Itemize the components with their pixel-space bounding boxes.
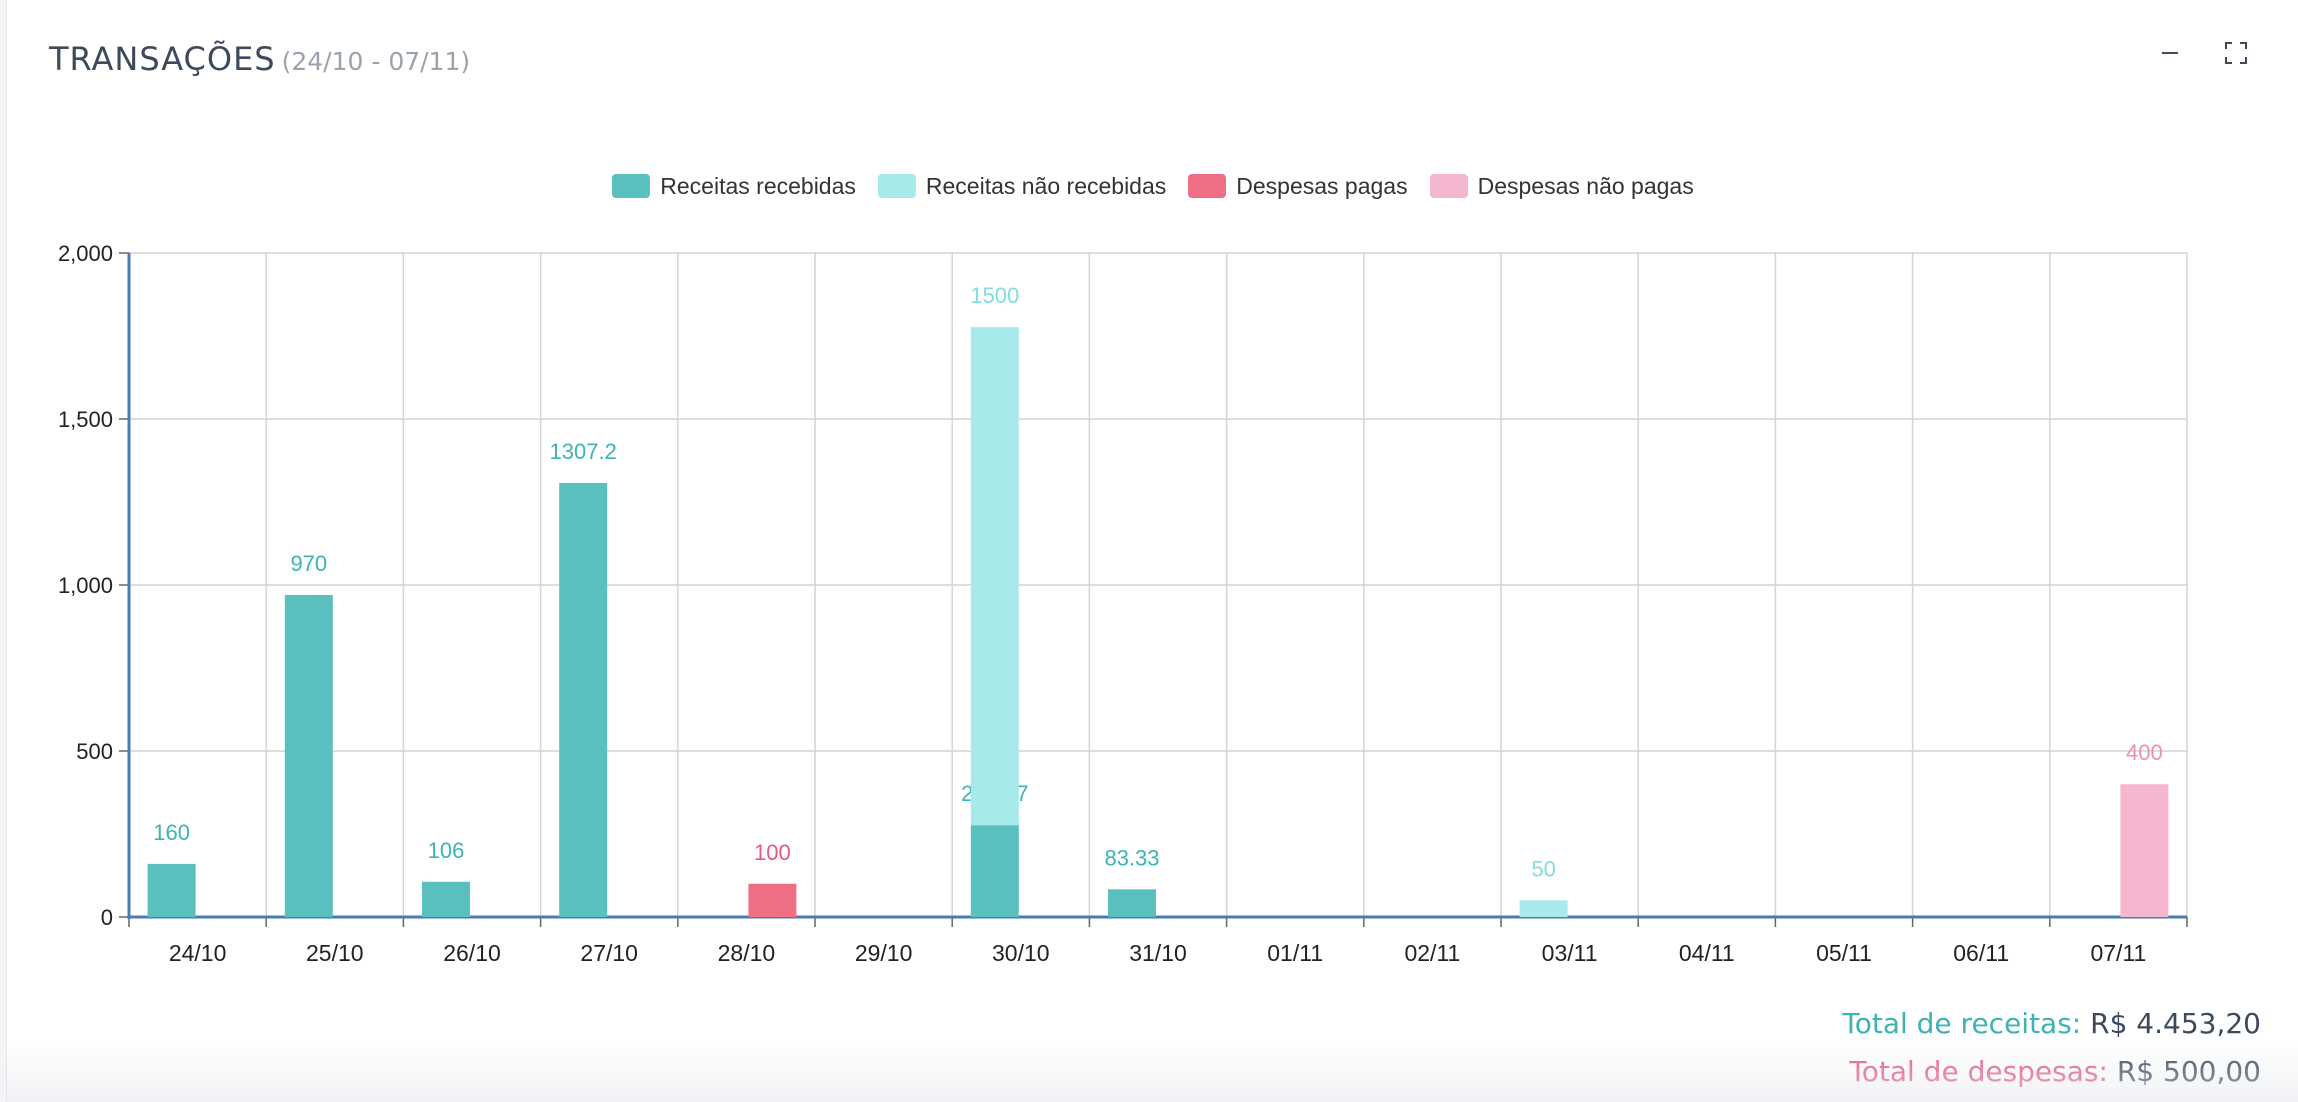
bar-receitas-7 (1108, 889, 1156, 917)
x-tick-label: 29/10 (855, 940, 913, 966)
bar-receitas-2 (422, 881, 470, 917)
date-range: (24/10 - 07/11) (281, 47, 471, 76)
x-tick-label: 02/11 (1404, 940, 1460, 966)
bar-receitas-10 (1519, 900, 1568, 917)
bar-receitas-3 (559, 483, 608, 917)
data-label: 160 (153, 820, 190, 845)
x-tick-label: 26/10 (443, 940, 501, 966)
legend-swatch (877, 174, 916, 198)
card-title-text: TRANSAÇÕES (49, 40, 276, 78)
legend-label: Despesas pagas (1236, 172, 1408, 199)
total-despesas-label: Total de despesas: (1849, 1055, 2108, 1088)
minimize-button[interactable] (2153, 36, 2187, 70)
bar-receitas-6 (970, 825, 1019, 917)
legend-swatch (1429, 174, 1468, 198)
legend-label: Receitas recebidas (660, 172, 856, 199)
y-tick-label: 2,000 (58, 241, 113, 266)
x-tick-label: 25/10 (306, 940, 364, 966)
y-tick-label: 1,500 (58, 407, 113, 432)
legend-swatch (1188, 174, 1227, 198)
data-label: 106 (428, 838, 465, 863)
expand-icon (2225, 42, 2247, 64)
data-label: 100 (754, 840, 791, 865)
total-despesas-row: Total de despesas: R$ 500,00 (1842, 1048, 2261, 1096)
total-despesas-value: R$ 500,00 (2116, 1055, 2261, 1088)
legend-label: Despesas não pagas (1477, 172, 1694, 199)
totals-panel: Total de receitas: R$ 4.453,20 Total de … (1842, 1000, 2261, 1096)
chart-legend: Receitas recebidas Receitas não recebidas… (7, 168, 2298, 204)
y-tick-label: 0 (101, 905, 113, 930)
legend-swatch (612, 174, 651, 198)
x-tick-label: 04/11 (1679, 940, 1735, 966)
total-receitas-label: Total de receitas: (1842, 1007, 2082, 1040)
legend-item-1[interactable]: Receitas não recebidas (877, 172, 1167, 200)
x-tick-label: 06/11 (1953, 940, 2009, 966)
bar-receitas-0 (147, 863, 196, 917)
legend-label: Receitas não recebidas (925, 172, 1167, 199)
data-label: 50 (1531, 856, 1555, 881)
x-tick-label: 07/11 (2090, 940, 2146, 966)
x-tick-label: 30/10 (992, 940, 1050, 966)
transactions-card: TRANSAÇÕES (24/10 - 07/11) Receitas receb… (6, 0, 2298, 1102)
total-receitas-value: R$ 4.453,20 (2090, 1007, 2261, 1040)
total-receitas-row: Total de receitas: R$ 4.453,20 (1842, 1000, 2261, 1048)
data-label: 1307.2 (550, 439, 617, 464)
x-tick-label: 01/11 (1267, 940, 1323, 966)
bar-receitas-6 (970, 327, 1019, 826)
bar-despesas-4 (748, 883, 797, 917)
data-label: 400 (2126, 740, 2163, 765)
x-tick-label: 05/11 (1816, 940, 1872, 966)
data-label: 1500 (970, 283, 1019, 308)
fullscreen-button[interactable] (2219, 36, 2253, 70)
data-label: 970 (290, 551, 327, 576)
x-tick-label: 31/10 (1129, 940, 1187, 966)
data-label: 83.33 (1104, 845, 1159, 870)
legend-item-0[interactable]: Receitas recebidas (612, 173, 856, 200)
x-tick-label: 27/10 (580, 940, 638, 966)
x-tick-label: 24/10 (169, 940, 227, 966)
x-tick-label: 03/11 (1542, 940, 1598, 966)
card-title: TRANSAÇÕES (24/10 - 07/11) (49, 40, 470, 78)
bar-despesas-14 (2120, 784, 2169, 917)
y-tick-label: 1,000 (58, 573, 113, 598)
transactions-bar-chart: 0 500 1,000 1,500 2,000 24/10 25/10 26/10 27/10 2… (58, 241, 2188, 966)
legend-item-2[interactable]: Despesas pagas (1188, 172, 1408, 200)
x-tick-label: 28/10 (718, 940, 776, 966)
y-tick-label: 500 (76, 739, 113, 764)
legend-item-3[interactable]: Despesas não pagas (1429, 172, 1694, 200)
bar-receitas-1 (284, 594, 333, 917)
minus-icon (2162, 52, 2178, 54)
